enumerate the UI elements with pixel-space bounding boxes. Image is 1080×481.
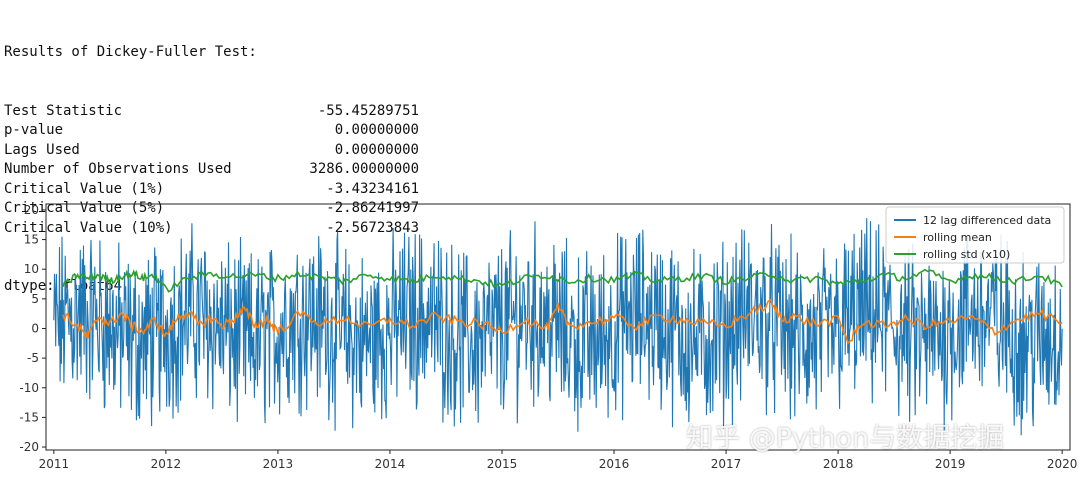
- legend-box: [885, 206, 1065, 264]
- result-row: p-value 0.00000000: [4, 121, 419, 141]
- result-value: 0.00000000: [334, 122, 419, 138]
- x-tick-label: 2015: [487, 457, 518, 471]
- series-line-rolling-mean: [62, 298, 1063, 345]
- y-tick-label: -20: [19, 440, 39, 454]
- result-key: Critical Value (10%): [4, 219, 173, 236]
- legend-label: rolling std (x10): [923, 248, 1010, 261]
- y-tick-label: 10: [24, 262, 39, 276]
- result-key: Number of Observations Used: [4, 161, 232, 177]
- x-tick-label: 2014: [375, 457, 406, 471]
- y-tick-label: 0: [31, 321, 39, 335]
- result-row: Critical Value (1%) -3.43234161: [4, 180, 419, 200]
- x-tick-label: 2016: [599, 457, 630, 471]
- output-header: Results of Dickey-Fuller Test:: [4, 44, 257, 60]
- x-tick-label: 2020: [1047, 457, 1078, 471]
- series-line-differenced: [53, 218, 1063, 436]
- legend-label: rolling mean: [923, 231, 992, 244]
- series-line-rolling-std: [62, 268, 1063, 293]
- result-row: Number of Observations Used 3286.00000000: [4, 160, 419, 180]
- result-value: -2.56723843: [326, 219, 419, 236]
- result-row: Lags Used 0.00000000: [4, 141, 419, 161]
- x-tick-label: 2012: [151, 457, 182, 471]
- y-tick-label: -10: [19, 381, 39, 395]
- result-value: 3286.00000000: [309, 161, 419, 177]
- x-tick-label: 2018: [823, 457, 854, 471]
- series-layer: [53, 218, 1063, 436]
- y-tick-label: 20: [24, 203, 39, 217]
- x-tick-label: 2013: [263, 457, 294, 471]
- watermark: 知乎 @Python与数据挖掘: [686, 423, 1005, 454]
- plot-frame: [45, 203, 1071, 451]
- result-value: -55.45289751: [317, 102, 419, 119]
- y-tick-label: -5: [27, 351, 39, 365]
- x-tick-label: 2017: [711, 457, 742, 471]
- x-tick-label: 2019: [935, 457, 966, 471]
- result-row: Critical Value (10%) -2.56723843: [4, 219, 419, 239]
- y-tick-label: 15: [24, 233, 39, 247]
- result-key: p-value: [4, 122, 64, 138]
- result-value: -3.43234161: [326, 180, 419, 197]
- result-key: Lags Used: [4, 141, 80, 158]
- result-key: Test Statistic: [4, 102, 123, 119]
- x-tick-label: 2011: [39, 457, 70, 471]
- y-tick-label: -15: [19, 410, 39, 424]
- legend: 12 lag differenced data rolling mean rolli…: [885, 206, 1065, 264]
- result-value: 0.00000000: [334, 141, 419, 158]
- legend-label: 12 lag differenced data: [923, 214, 1051, 227]
- result-key: Critical Value (1%): [4, 180, 165, 197]
- result-row: Test Statistic -55.45289751: [4, 102, 419, 122]
- y-tick-label: 5: [31, 292, 39, 306]
